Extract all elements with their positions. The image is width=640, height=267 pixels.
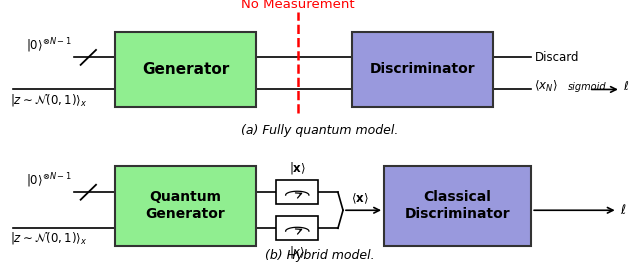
Text: $|0\rangle^{\otimes N-1}$: $|0\rangle^{\otimes N-1}$ [26, 37, 72, 55]
Text: $|x\rangle$: $|x\rangle$ [289, 244, 305, 260]
Text: Discard: Discard [534, 51, 579, 64]
Text: Discriminator: Discriminator [369, 62, 476, 76]
FancyBboxPatch shape [276, 216, 318, 240]
FancyBboxPatch shape [276, 180, 318, 204]
Text: $\ell$: $\ell$ [620, 203, 626, 217]
Text: No Measurement: No Measurement [241, 0, 355, 11]
Text: $\ell$: $\ell$ [623, 80, 629, 93]
Text: $|\mathbf{x}\rangle$: $|\mathbf{x}\rangle$ [289, 160, 306, 176]
Text: Quantum
Generator: Quantum Generator [146, 190, 225, 221]
Text: sigmoid: sigmoid [568, 82, 606, 92]
FancyBboxPatch shape [115, 32, 256, 107]
Text: Generator: Generator [142, 62, 229, 77]
Text: $|z \sim \mathcal{N}(0,1)\rangle_x$: $|z \sim \mathcal{N}(0,1)\rangle_x$ [10, 92, 87, 108]
FancyBboxPatch shape [352, 32, 493, 107]
Text: $\langle \mathbf{x} \rangle$: $\langle \mathbf{x} \rangle$ [351, 192, 369, 206]
FancyBboxPatch shape [115, 166, 256, 246]
Text: (b) Hybrid model.: (b) Hybrid model. [265, 249, 375, 262]
Text: $|0\rangle^{\otimes N-1}$: $|0\rangle^{\otimes N-1}$ [26, 171, 72, 190]
Text: $\langle x_N \rangle$: $\langle x_N \rangle$ [534, 79, 558, 94]
FancyBboxPatch shape [384, 166, 531, 246]
Text: $|z \sim \mathcal{N}(0,1)\rangle_x$: $|z \sim \mathcal{N}(0,1)\rangle_x$ [10, 230, 87, 246]
Text: (a) Fully quantum model.: (a) Fully quantum model. [241, 124, 399, 137]
Text: Classical
Discriminator: Classical Discriminator [404, 190, 511, 221]
